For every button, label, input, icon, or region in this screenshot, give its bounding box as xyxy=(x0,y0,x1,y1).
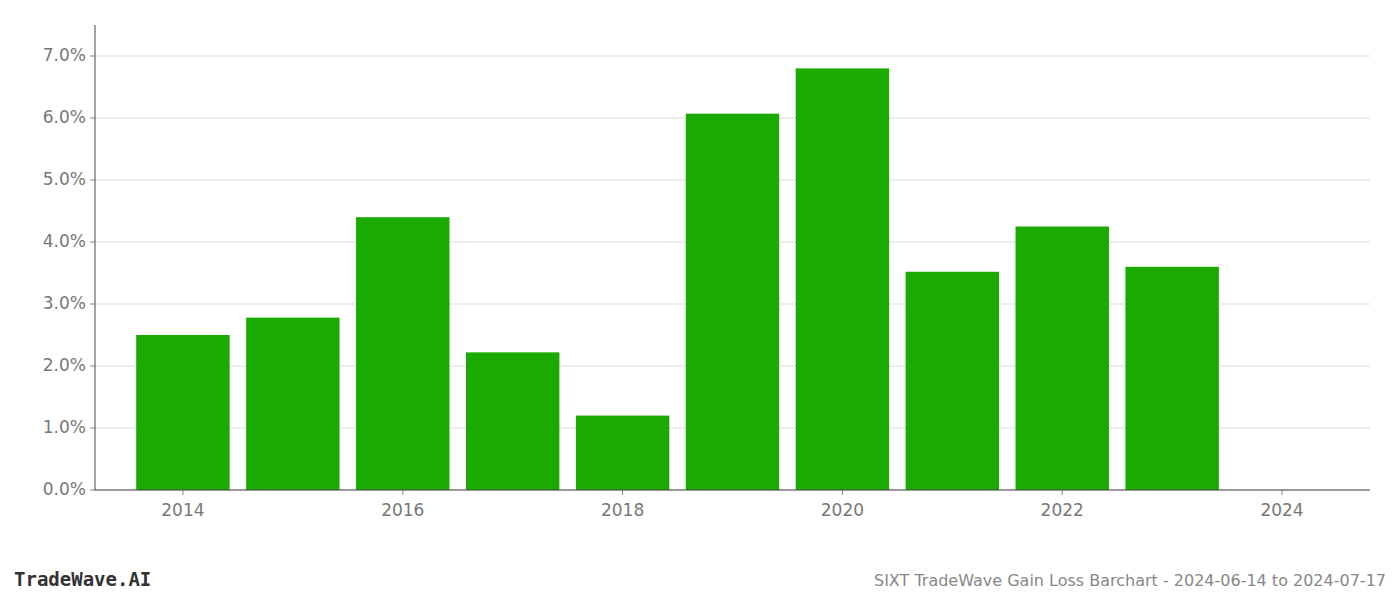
y-tick-label: 7.0% xyxy=(43,45,86,65)
bar xyxy=(136,335,229,490)
chart-container: 0.0% 1.0% 2.0% 3.0% 4.0% 5.0% 6.0% 7.0% 2014 2016… xyxy=(0,0,1400,600)
bar xyxy=(906,272,999,490)
y-tick xyxy=(90,118,95,119)
y-tick-label: 6.0% xyxy=(43,107,86,127)
bars xyxy=(136,68,1219,490)
y-tick-label: 5.0% xyxy=(43,169,86,189)
x-tick xyxy=(182,490,183,495)
bar xyxy=(466,352,559,490)
bar xyxy=(1125,267,1218,490)
bar xyxy=(356,217,449,490)
x-axis-line xyxy=(95,490,1370,491)
x-tick-label: 2014 xyxy=(161,500,204,520)
x-tick xyxy=(402,490,403,495)
x-axis: 2014 2016 2018 2020 2022 2024 xyxy=(161,490,1303,520)
x-tick xyxy=(622,490,623,495)
y-tick xyxy=(90,490,95,491)
y-tick-label: 4.0% xyxy=(43,231,86,251)
bar xyxy=(1016,227,1109,491)
y-tick xyxy=(90,180,95,181)
y-tick xyxy=(90,304,95,305)
x-tick-label: 2020 xyxy=(821,500,864,520)
y-tick xyxy=(90,428,95,429)
x-tick-label: 2022 xyxy=(1041,500,1084,520)
y-tick xyxy=(90,366,95,367)
bar xyxy=(796,68,889,490)
y-tick-label: 3.0% xyxy=(43,293,86,313)
x-tick xyxy=(1282,490,1283,495)
y-tick xyxy=(90,56,95,57)
footer-right: SIXT TradeWave Gain Loss Barchart - 2024… xyxy=(874,571,1386,590)
y-tick-label: 2.0% xyxy=(43,355,86,375)
bar xyxy=(576,416,669,490)
bar xyxy=(246,318,339,490)
x-tick-label: 2024 xyxy=(1260,500,1303,520)
grid-line xyxy=(95,490,1370,491)
x-tick-label: 2016 xyxy=(381,500,424,520)
y-grid xyxy=(95,56,1370,490)
footer-left: TradeWave.AI xyxy=(14,568,151,590)
bar xyxy=(686,114,779,490)
grid-line xyxy=(95,56,1370,57)
y-axis-line xyxy=(95,25,96,490)
y-tick-label: 0.0% xyxy=(43,479,86,499)
x-tick xyxy=(842,490,843,495)
x-tick-label: 2018 xyxy=(601,500,644,520)
x-tick xyxy=(1062,490,1063,495)
y-tick-label: 1.0% xyxy=(43,417,86,437)
y-tick xyxy=(90,242,95,243)
y-axis: 0.0% 1.0% 2.0% 3.0% 4.0% 5.0% 6.0% 7.0% xyxy=(43,45,95,499)
chart-svg: 0.0% 1.0% 2.0% 3.0% 4.0% 5.0% 6.0% 7.0% 2014 2016… xyxy=(0,0,1400,600)
